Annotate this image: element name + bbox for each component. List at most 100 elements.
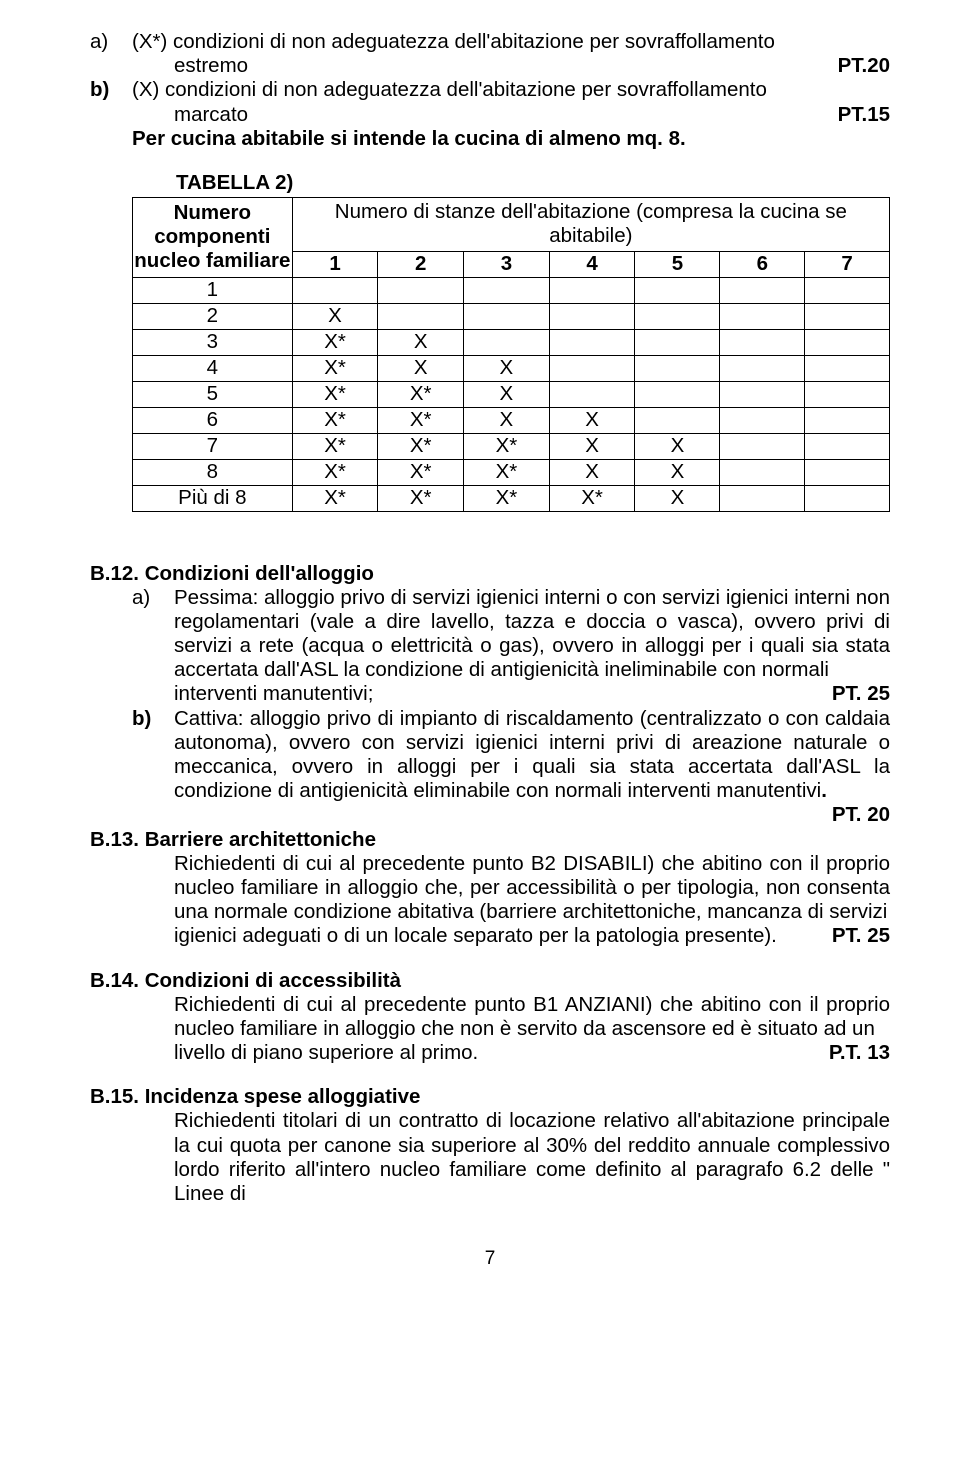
cell xyxy=(805,407,890,433)
cell xyxy=(720,433,805,459)
text-line: (X) condizioni di non adeguatezza dell'a… xyxy=(132,78,890,102)
cell: X xyxy=(549,407,635,433)
cell xyxy=(292,277,378,303)
cell xyxy=(805,303,890,329)
paragraph: Richiedenti di cui al precedente punto B… xyxy=(174,993,890,1041)
table-title: TABELLA 2) xyxy=(132,171,890,195)
text: marcato xyxy=(174,103,248,127)
cell xyxy=(805,355,890,381)
cell: X* xyxy=(464,485,550,511)
col-label: 6 xyxy=(720,251,805,277)
list-marker: a) xyxy=(132,586,150,610)
b13-body: Richiedenti di cui al precedente punto B… xyxy=(90,852,890,949)
cell: X* xyxy=(292,329,378,355)
cell xyxy=(720,329,805,355)
list-marker: b) xyxy=(90,78,109,102)
document-page: a) (X*) condizioni di non adeguatezza de… xyxy=(0,0,960,1291)
cell xyxy=(549,277,635,303)
cell: X* xyxy=(464,433,550,459)
pt-line: interventi manutentivi; PT. 25 xyxy=(174,682,890,706)
b15-body: Richiedenti titolari di un contratto di … xyxy=(90,1109,890,1206)
table-row: 3X*X xyxy=(133,329,890,355)
cell xyxy=(635,355,720,381)
cell: X* xyxy=(378,485,464,511)
cell: X* xyxy=(464,459,550,485)
table-header-left: Numero componenti nucleo familiare xyxy=(133,198,293,277)
text: igienici adeguati o di un locale separat… xyxy=(174,924,777,948)
pt-value: PT.20 xyxy=(838,54,890,78)
cell xyxy=(635,303,720,329)
heading-b15: B.15. Incidenza spese alloggiative xyxy=(90,1085,890,1109)
pt-value: PT. 25 xyxy=(832,682,890,706)
paragraph: Richiedenti di cui al precedente punto B… xyxy=(174,852,890,925)
b12-item-b: b) Cattiva: alloggio privo di impianto d… xyxy=(90,707,890,828)
cell: X* xyxy=(292,407,378,433)
cell: X* xyxy=(292,381,378,407)
list-item-a: a) (X*) condizioni di non adeguatezza de… xyxy=(90,30,890,78)
cell xyxy=(720,303,805,329)
table-row: 6X*X*XX xyxy=(133,407,890,433)
paragraph: Cattiva: alloggio privo di impianto di r… xyxy=(174,707,890,804)
cell xyxy=(635,329,720,355)
col-label: 4 xyxy=(549,251,635,277)
cell xyxy=(720,459,805,485)
cell xyxy=(549,329,635,355)
cell: X xyxy=(378,329,464,355)
row-label: 7 xyxy=(133,433,293,459)
cell: X* xyxy=(378,433,464,459)
cell xyxy=(464,329,550,355)
row-label: 3 xyxy=(133,329,293,355)
cell xyxy=(549,381,635,407)
row-label: 8 xyxy=(133,459,293,485)
cell xyxy=(720,381,805,407)
text: abitabile) xyxy=(297,224,885,248)
b12-item-a: a) Pessima: alloggio privo di servizi ig… xyxy=(90,586,890,707)
row-label: 4 xyxy=(133,355,293,381)
text: Numero xyxy=(133,201,292,225)
table-row: 5X*X*X xyxy=(133,381,890,407)
text-line: estremo PT.20 xyxy=(132,54,890,78)
row-label: 2 xyxy=(133,303,293,329)
cell: X* xyxy=(292,355,378,381)
cell xyxy=(720,277,805,303)
table-row: 4X*XX xyxy=(133,355,890,381)
col-label: 1 xyxy=(292,251,378,277)
cell xyxy=(720,407,805,433)
text-line: marcato PT.15 xyxy=(132,103,890,127)
cell: X* xyxy=(378,459,464,485)
cell xyxy=(378,277,464,303)
text-line: (X*) condizioni di non adeguatezza dell'… xyxy=(132,30,890,54)
cell xyxy=(464,303,550,329)
cell xyxy=(635,277,720,303)
cell xyxy=(720,485,805,511)
pt-value: PT.15 xyxy=(838,103,890,127)
text: estremo xyxy=(174,54,248,78)
cell: X* xyxy=(292,459,378,485)
text: livello di piano superiore al primo. xyxy=(174,1041,478,1065)
cell xyxy=(805,433,890,459)
row-label: 1 xyxy=(133,277,293,303)
list-item-b: b) (X) condizioni di non adeguatezza del… xyxy=(90,78,890,126)
page-number: 7 xyxy=(90,1248,890,1270)
cucina-note: Per cucina abitabile si intende la cucin… xyxy=(90,127,890,151)
cell: X xyxy=(549,459,635,485)
cell xyxy=(805,277,890,303)
table-row: 2X xyxy=(133,303,890,329)
tabella-2: Numero componenti nucleo familiare Numer… xyxy=(132,197,890,511)
pt-value: P.T. 13 xyxy=(829,1041,890,1065)
cell xyxy=(549,355,635,381)
cell: X xyxy=(464,407,550,433)
text: Numero di stanze dell'abitazione (compre… xyxy=(297,200,885,224)
cell: X xyxy=(549,433,635,459)
cell: X xyxy=(464,355,550,381)
table-row: 1 xyxy=(133,277,890,303)
cell: X xyxy=(464,381,550,407)
list-marker: a) xyxy=(90,30,108,54)
cell xyxy=(635,407,720,433)
cell xyxy=(635,381,720,407)
cell: X* xyxy=(292,433,378,459)
table-row: 7X*X*X*XX xyxy=(133,433,890,459)
cell: X* xyxy=(378,407,464,433)
cell xyxy=(720,355,805,381)
table-row: Più di 8X*X*X*X*X xyxy=(133,485,890,511)
